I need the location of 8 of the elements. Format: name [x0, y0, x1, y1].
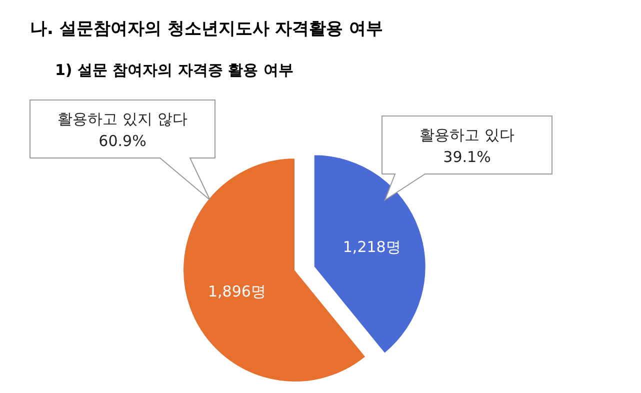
chart-subtitle: 1) 설문 참여자의 자격증 활용 여부	[55, 61, 294, 79]
slice-label: 활용하고 있다	[420, 126, 514, 144]
slice-label: 활용하고 있지 않다	[58, 110, 188, 128]
data-label: 1,218명	[342, 238, 401, 256]
data-label: 1,896명	[208, 282, 266, 301]
chart-title: 나. 설문참여자의 청소년지도사 자격활용 여부	[30, 19, 384, 39]
text: 60.9%	[98, 132, 146, 150]
text: 39.1%	[443, 148, 491, 166]
